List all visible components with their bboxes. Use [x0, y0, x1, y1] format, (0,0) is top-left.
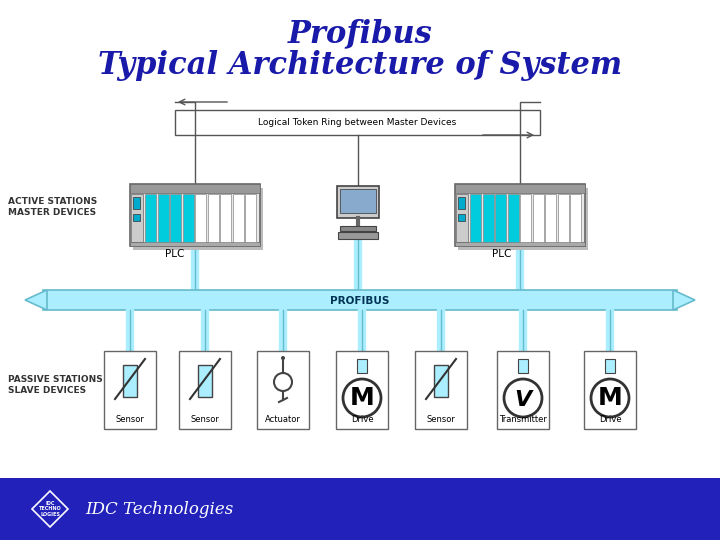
Text: Sensor: Sensor [116, 415, 145, 423]
Bar [495, 194, 506, 242]
Text: PLC: PLC [166, 249, 185, 259]
Bar [434, 365, 448, 397]
Bar [133, 214, 140, 221]
Text: Logical Token Ring between Master Devices: Logical Token Ring between Master Device… [258, 118, 456, 127]
Bar [482, 194, 493, 242]
Bar [257, 351, 309, 429]
Bar [570, 194, 581, 242]
Bar [337, 186, 379, 218]
Bar [455, 184, 585, 193]
Text: M: M [598, 386, 622, 410]
Bar [133, 197, 140, 209]
Bar [338, 232, 378, 239]
Bar [336, 351, 388, 429]
Bar [133, 188, 263, 250]
Bar [198, 365, 212, 397]
Bar [458, 197, 465, 209]
Bar [123, 365, 137, 397]
Text: M: M [350, 386, 374, 410]
Bar [533, 194, 544, 242]
Bar [458, 214, 465, 221]
Text: Sensor: Sensor [191, 415, 220, 423]
Bar [545, 194, 556, 242]
Bar [458, 188, 588, 250]
Bar [131, 194, 143, 242]
Bar [557, 194, 569, 242]
Bar [508, 194, 518, 242]
Bar [605, 359, 615, 373]
Bar [357, 359, 367, 373]
Text: IDC Technologies: IDC Technologies [85, 501, 233, 517]
Bar [130, 184, 260, 193]
Bar [415, 351, 467, 429]
Text: Profibus: Profibus [287, 18, 433, 49]
Text: Drive: Drive [599, 415, 621, 423]
Bar [207, 194, 218, 242]
Bar [195, 194, 206, 242]
Bar [455, 242, 585, 246]
Text: Transmitter: Transmitter [499, 415, 547, 423]
Text: PASSIVE STATIONS
SLAVE DEVICES: PASSIVE STATIONS SLAVE DEVICES [8, 375, 103, 395]
Bar [170, 194, 181, 242]
Bar [0, 478, 720, 540]
Bar [182, 194, 194, 242]
Bar [456, 194, 468, 242]
Bar [584, 351, 636, 429]
Bar [104, 351, 156, 429]
Bar [220, 194, 231, 242]
Circle shape [281, 356, 285, 360]
Bar [175, 110, 540, 135]
Bar [470, 194, 481, 242]
Text: PLC: PLC [492, 249, 512, 259]
Bar [518, 359, 528, 373]
Bar [340, 189, 376, 213]
Bar [179, 351, 231, 429]
Bar [145, 194, 156, 242]
Bar [130, 242, 260, 246]
Bar [130, 184, 260, 246]
Text: Actuator: Actuator [265, 415, 301, 423]
Bar [245, 194, 256, 242]
Polygon shape [25, 290, 47, 310]
Bar [233, 194, 243, 242]
Text: V: V [514, 390, 531, 410]
Text: IDC
TECHNO
LOGIES: IDC TECHNO LOGIES [39, 501, 61, 517]
Bar [43, 290, 677, 310]
Text: Typical Architecture of System: Typical Architecture of System [98, 50, 622, 81]
Text: ACTIVE STATIONS
MASTER DEVICES: ACTIVE STATIONS MASTER DEVICES [8, 197, 97, 217]
Bar [158, 194, 168, 242]
Bar [455, 184, 585, 246]
Polygon shape [673, 290, 695, 310]
Text: Sensor: Sensor [426, 415, 456, 423]
Bar [340, 226, 376, 231]
Bar [497, 351, 549, 429]
Bar [520, 194, 531, 242]
Text: PROFIBUS: PROFIBUS [330, 296, 390, 306]
Text: Drive: Drive [351, 415, 373, 423]
